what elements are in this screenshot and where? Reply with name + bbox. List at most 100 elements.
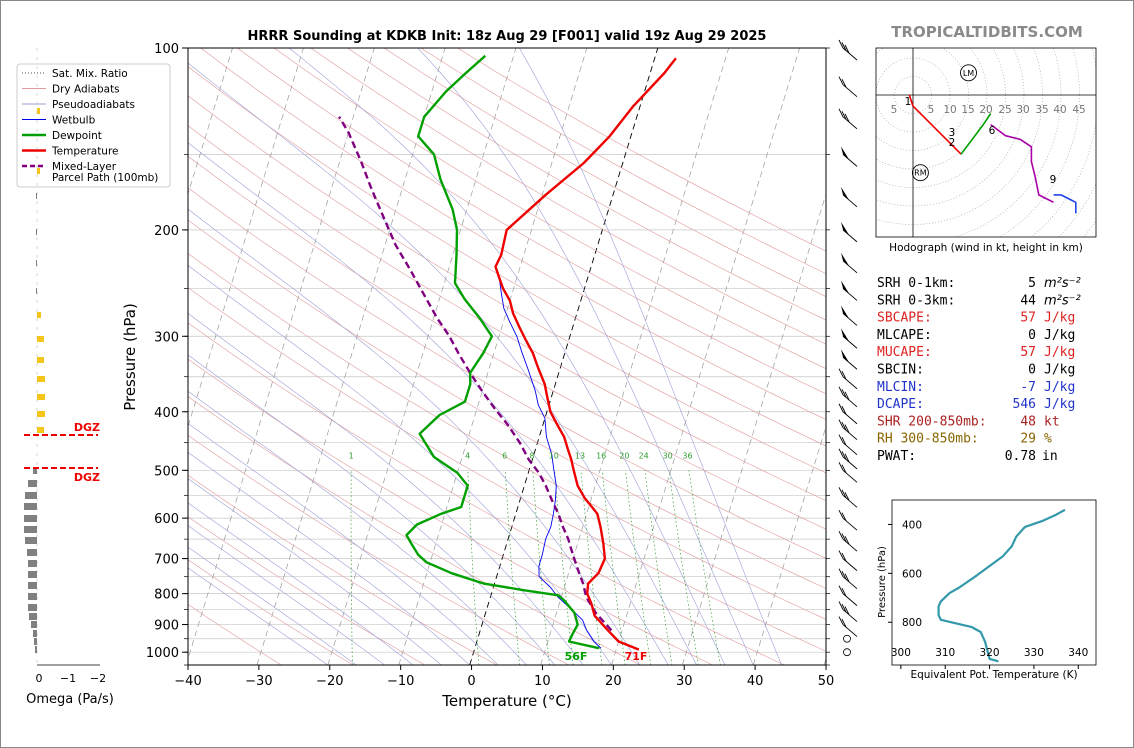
wind-barb: [838, 76, 858, 98]
wind-barb: [838, 601, 858, 622]
dgz-bottom-label: DGZ: [74, 471, 100, 484]
wind-barb: [838, 509, 858, 531]
storm-motion-label: RM: [914, 169, 927, 178]
mixing-ratio-label: 16: [596, 452, 606, 461]
omega-bar-positive: [37, 427, 44, 433]
hodograph-trace: [990, 123, 1054, 204]
hodograph-height-label: 9: [1050, 174, 1057, 186]
omega-bar-negative: [28, 582, 37, 589]
moist-adiabat: [188, 142, 669, 665]
x-tick-label: −40: [174, 674, 201, 689]
x-tick-label: 10: [534, 674, 551, 689]
index-label: SHR 200-850mb:: [877, 414, 987, 429]
hodograph-ring-label: 20: [979, 104, 992, 116]
y-tick-label: 200: [154, 224, 179, 239]
dry-adiabat: [237, 48, 826, 395]
wind-barb: [838, 585, 858, 606]
omega-bar-negative: [35, 646, 37, 653]
hodograph-height-label: 2: [949, 137, 956, 149]
omega-tick-0: 0: [36, 672, 43, 685]
wind-barbs: [838, 39, 858, 657]
legend-label: Dry Adiabats: [52, 84, 120, 96]
isotherm: [188, 48, 304, 428]
storm-motion-marker: [911, 164, 929, 182]
calm-wind-marker: [843, 648, 851, 657]
dry-adiabat: [188, 516, 426, 665]
hodograph-ring-label: 30: [1016, 104, 1029, 116]
theta-x-tick-label: 320: [980, 647, 1000, 659]
x-axis-label: Temperature (°C): [441, 692, 571, 710]
theta-x-tick-label: 300: [891, 647, 911, 659]
y-tick-label: 1000: [146, 646, 179, 661]
mixing-ratio-line: [644, 470, 673, 665]
hodograph-height-label: 3: [949, 127, 956, 139]
omega-bar-negative: [34, 638, 37, 645]
index-value: 44: [1020, 293, 1036, 308]
hodograph-trace: [960, 113, 992, 155]
legend-label: Dewpoint: [52, 130, 102, 142]
dgz-top-label: DGZ: [74, 421, 100, 434]
mixing-ratio-label: 30: [663, 452, 673, 461]
hodograph-ring-label: 35: [1035, 104, 1048, 116]
calm-wind-marker: [843, 634, 851, 643]
mixing-ratio-line: [625, 470, 652, 665]
isotherm: [256, 48, 446, 665]
hodograph-ring-label: 10: [943, 104, 956, 116]
hodograph-frame: [875, 47, 1097, 238]
y-tick-label: 600: [154, 512, 179, 527]
moist-adiabat: [188, 567, 329, 665]
y-tick-label: 800: [154, 588, 179, 603]
omega-bar: [36, 193, 37, 199]
omega-bar-positive: [37, 357, 44, 363]
y-tick-label: 100: [154, 42, 179, 57]
index-label: MUCAPE:: [877, 345, 932, 360]
mixing-ratio-label: 1: [349, 452, 354, 461]
omega-bar-positive: [37, 168, 40, 174]
omega-tick-1: −1: [60, 672, 76, 685]
index-unit: J/kg: [1044, 380, 1075, 395]
index-unit: m²s⁻²: [1044, 293, 1081, 308]
moist-adiabat: [188, 546, 357, 665]
omega-panel: DGZ DGZ 0 −1 −2 Omega (Pa/s): [24, 48, 114, 707]
omega-bar-negative: [28, 560, 37, 567]
index-label: SBCAPE:: [877, 311, 932, 326]
isotherm: [188, 48, 375, 660]
wind-barb: [841, 328, 858, 349]
dry-adiabat: [188, 95, 826, 474]
dry-adiabat: [200, 48, 826, 420]
wind-barb: [838, 108, 858, 130]
mixing-ratio-line: [580, 470, 603, 665]
theta-e-frame: [891, 499, 1097, 666]
wind-barb: [841, 349, 858, 370]
legend-label: Temperature: [51, 146, 119, 158]
theta-x-tick-label: 310: [935, 647, 955, 659]
wetbulb-line: [498, 277, 602, 649]
omega-bar-negative: [28, 604, 37, 611]
mixing-ratio-line: [467, 470, 480, 665]
index-value: 0.78: [1005, 449, 1036, 464]
omega-bar-negative: [28, 593, 37, 600]
index-value: 0: [1028, 363, 1036, 378]
isotherm: [540, 48, 730, 665]
index-label: SRH 0-1km:: [877, 276, 955, 291]
mixing-ratio-label: 13: [575, 452, 585, 461]
index-unit: J/kg: [1044, 397, 1075, 412]
isotherm: [682, 192, 826, 665]
omega-bar: [36, 229, 37, 235]
mixing-ratio-label: 6: [502, 452, 507, 461]
moist-adiabat: [188, 313, 584, 665]
legend-label: Mixed-Layer: [52, 161, 117, 173]
mixing-ratio-label: 24: [639, 452, 649, 461]
dry-adiabat: [310, 48, 826, 345]
theta-e-line: [937, 508, 1066, 663]
theta-e-y-label: Pressure (hPa): [877, 546, 888, 618]
mixing-ratio-line: [350, 470, 353, 665]
index-unit: J/kg: [1044, 345, 1075, 360]
dewpoint-line: [405, 54, 600, 650]
index-value: 29: [1020, 432, 1036, 447]
index-label: MLCIN:: [877, 380, 924, 395]
storm-motion-marker: [960, 64, 977, 82]
dry-adiabat: [188, 604, 282, 665]
index-unit: in: [1042, 449, 1058, 464]
